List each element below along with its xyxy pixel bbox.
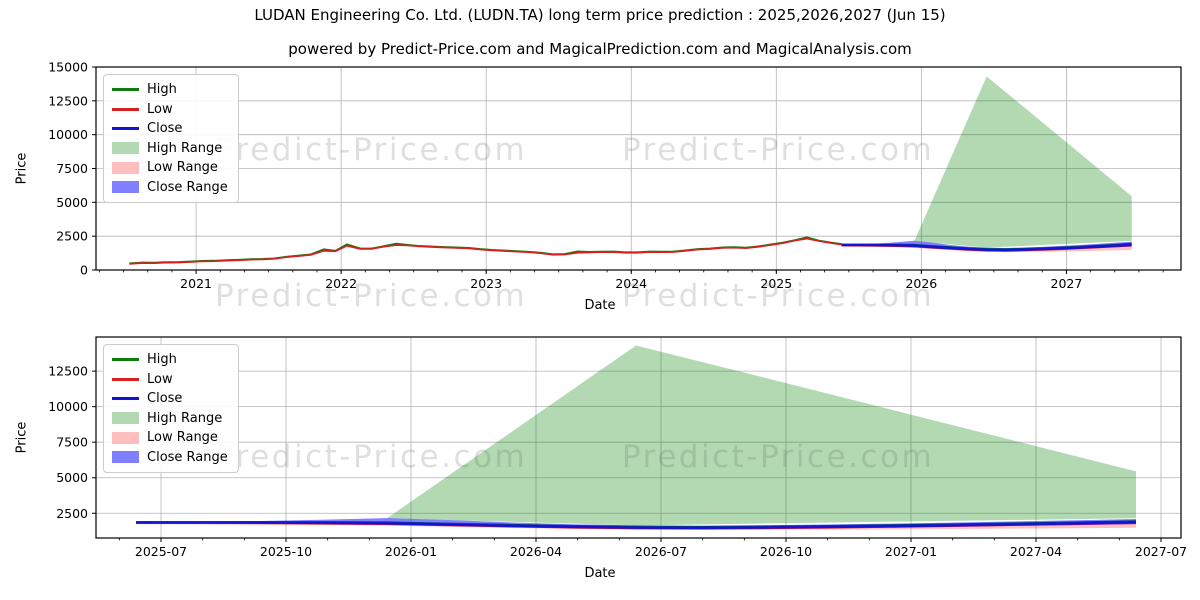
legend-item-low-range: Low Range bbox=[112, 428, 228, 448]
legend-item-high-range: High Range bbox=[112, 409, 228, 429]
top-chart-legend: High Low Close High Range Low Range Close Ran… bbox=[103, 74, 239, 203]
y-tick-label: 5000 bbox=[56, 195, 88, 210]
powered-by-subtitle: powered by Predict-Price.com and Magical… bbox=[288, 40, 912, 58]
x-tick-label: 2026 bbox=[905, 276, 937, 291]
legend-label: High bbox=[147, 82, 177, 98]
patch-swatch bbox=[112, 161, 139, 174]
legend-label: Close bbox=[147, 391, 183, 407]
legend-item-close: Close bbox=[112, 119, 228, 139]
legend-label: High Range bbox=[147, 140, 223, 156]
plot-frame bbox=[95, 336, 1182, 539]
patch-swatch bbox=[112, 412, 139, 425]
y-tick-label: 15000 bbox=[48, 60, 88, 75]
y-tick-label: 12500 bbox=[48, 93, 88, 108]
legend-label: High bbox=[147, 352, 177, 368]
legend-item-high: High bbox=[112, 350, 228, 370]
high-range-area bbox=[386, 345, 1136, 526]
patch-swatch bbox=[112, 181, 139, 194]
y-tick-label: 12500 bbox=[48, 364, 88, 379]
y-tick-label: 10000 bbox=[48, 399, 88, 414]
legend-label: Close Range bbox=[147, 179, 228, 195]
x-tick-label: 2025-10 bbox=[260, 544, 312, 559]
bottom-chart-ylabel: Price bbox=[14, 421, 30, 454]
legend-item-low-range: Low Range bbox=[112, 158, 228, 178]
bottom-chart-legend: High Low Close High Range Low Range Close Ran… bbox=[103, 344, 239, 473]
line-swatch bbox=[112, 397, 139, 401]
legend-label: High Range bbox=[147, 410, 223, 426]
y-tick-label: 7500 bbox=[56, 161, 88, 176]
x-tick-label: 2025 bbox=[760, 276, 792, 291]
legend-item-high-range: High Range bbox=[112, 139, 228, 159]
x-tick-label: 2021 bbox=[180, 276, 212, 291]
legend-item-close: Close bbox=[112, 389, 228, 409]
y-tick-label: 10000 bbox=[48, 127, 88, 142]
x-tick-label: 2026-01 bbox=[385, 544, 437, 559]
x-tick-label: 2024 bbox=[615, 276, 647, 291]
low-history-line bbox=[129, 237, 842, 265]
line-swatch bbox=[112, 107, 139, 111]
x-tick-label: 2027 bbox=[1051, 276, 1083, 291]
line-swatch bbox=[112, 358, 139, 362]
y-tick-label: 5000 bbox=[56, 470, 88, 485]
legend-item-close-range: Close Range bbox=[112, 178, 228, 198]
line-swatch bbox=[112, 88, 139, 92]
legend-item-close-range: Close Range bbox=[112, 448, 228, 468]
legend-label: Close bbox=[147, 121, 183, 137]
top-chart-xlabel: Date bbox=[584, 298, 616, 313]
line-swatch bbox=[112, 127, 139, 131]
x-tick-label: 2026-10 bbox=[760, 544, 812, 559]
x-tick-label: 2022 bbox=[325, 276, 357, 291]
patch-swatch bbox=[112, 451, 139, 464]
patch-swatch bbox=[112, 142, 139, 155]
close-line bbox=[841, 243, 1132, 252]
line-swatch bbox=[112, 377, 139, 381]
x-tick-label: 2027-01 bbox=[885, 544, 937, 559]
x-tick-label: 2027-04 bbox=[1010, 544, 1062, 559]
x-tick-label: 2023 bbox=[470, 276, 502, 291]
legend-label: Close Range bbox=[147, 449, 228, 465]
y-tick-label: 0 bbox=[80, 263, 88, 278]
high-range-area bbox=[914, 76, 1132, 248]
close-line bbox=[135, 520, 1137, 530]
bottom-chart-xlabel: Date bbox=[584, 566, 616, 581]
legend-label: Low bbox=[147, 371, 173, 387]
patch-swatch bbox=[112, 431, 139, 444]
x-tick-label: 2025-07 bbox=[135, 544, 187, 559]
x-tick-label: 2026-07 bbox=[635, 544, 687, 559]
y-tick-label: 2500 bbox=[56, 229, 88, 244]
figure-title: LUDAN Engineering Co. Ltd. (LUDN.TA) lon… bbox=[254, 6, 946, 24]
y-tick-label: 2500 bbox=[56, 506, 88, 521]
legend-label: Low Range bbox=[147, 430, 218, 446]
legend-item-low: Low bbox=[112, 100, 228, 120]
y-tick-label: 7500 bbox=[56, 435, 88, 450]
legend-item-low: Low bbox=[112, 370, 228, 390]
legend-item-high: High bbox=[112, 80, 228, 100]
x-tick-label: 2026-04 bbox=[510, 544, 562, 559]
top-chart-ylabel: Price bbox=[14, 152, 30, 185]
legend-label: Low Range bbox=[147, 160, 218, 176]
legend-label: Low bbox=[147, 101, 173, 117]
x-tick-label: 2027-07 bbox=[1135, 544, 1187, 559]
